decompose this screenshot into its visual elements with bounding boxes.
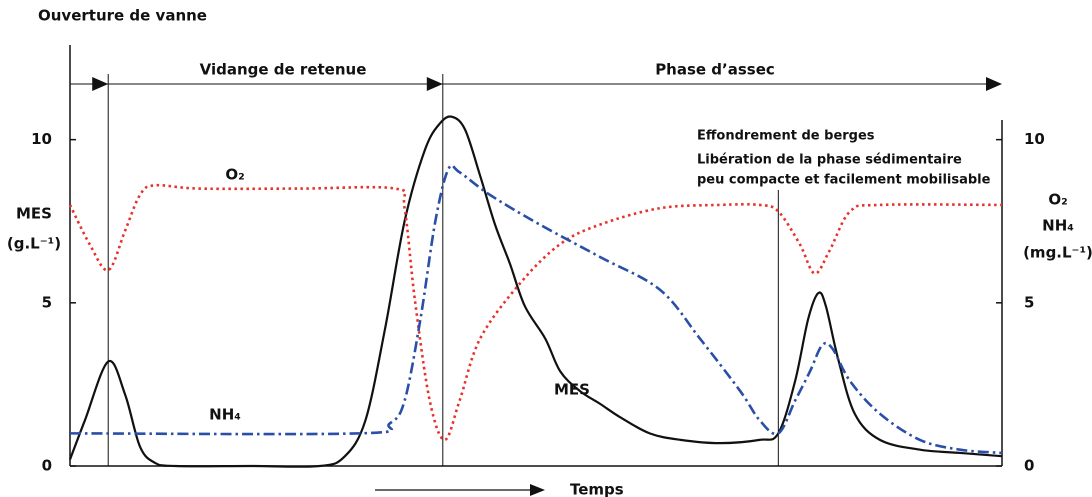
series-line	[69, 164, 1003, 455]
y-axis-label: MES	[16, 205, 52, 223]
y-tick-label: 5	[42, 293, 52, 311]
arrow-head	[986, 77, 1002, 91]
x-axis-label: Temps	[570, 481, 624, 497]
annotation: peu compacte et facilement mobilisable	[697, 173, 991, 188]
series-line	[68, 115, 1003, 468]
arrow-head	[426, 77, 443, 91]
y2-tick-label: 10	[1024, 130, 1045, 148]
y2-tick-label: 5	[1024, 293, 1034, 311]
y-tick-label: 0	[42, 457, 52, 475]
time-arrow-head	[530, 484, 545, 496]
y2-tick-label: 0	[1024, 457, 1034, 475]
y2-axis-label: (mg.L⁻¹)	[1023, 244, 1092, 262]
series-line	[68, 183, 1003, 442]
series-label: MES	[554, 381, 590, 399]
y2-axis-label: O₂	[1048, 191, 1067, 209]
phase-label: Phase d’assec	[655, 61, 775, 79]
phase-label: Vidange de retenue	[200, 61, 367, 79]
chart-title: Ouverture de vanne	[38, 7, 207, 25]
y2-axis-label: NH₄	[1042, 217, 1074, 235]
y-axis-label: (g.L⁻¹)	[7, 235, 61, 253]
annotation: Effondrement de berges	[697, 129, 875, 144]
arrow-head	[92, 77, 109, 91]
y-tick-label: 10	[31, 130, 52, 148]
series-label: NH₄	[209, 406, 241, 424]
series-label: O₂	[225, 166, 244, 184]
annotation: Libération de la phase sédimentaire	[697, 153, 962, 168]
